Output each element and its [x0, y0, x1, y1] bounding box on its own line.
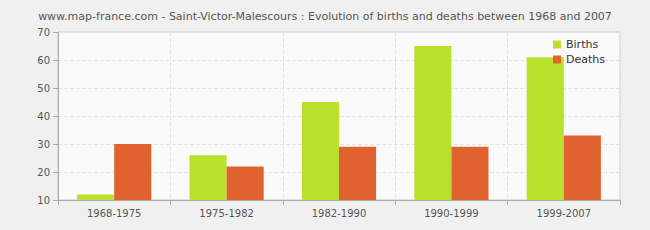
svg-text:1975-1982: 1975-1982 — [199, 208, 254, 219]
svg-text:www.map-france.com - Saint-Vic: www.map-france.com - Saint-Victor-Malesc… — [38, 10, 612, 23]
svg-text:50: 50 — [37, 83, 50, 94]
svg-text:1982-1990: 1982-1990 — [312, 208, 367, 219]
svg-text:60: 60 — [37, 55, 50, 66]
svg-text:70: 70 — [37, 27, 50, 38]
svg-text:20: 20 — [37, 167, 50, 178]
svg-text:Births: Births — [566, 38, 598, 51]
svg-text:Deaths: Deaths — [566, 53, 605, 66]
svg-text:1999-2007: 1999-2007 — [537, 208, 592, 219]
svg-text:10: 10 — [37, 195, 50, 206]
svg-text:30: 30 — [37, 139, 50, 150]
svg-text:40: 40 — [37, 111, 50, 122]
svg-text:1968-1975: 1968-1975 — [87, 208, 142, 219]
svg-text:1990-1999: 1990-1999 — [424, 208, 479, 219]
